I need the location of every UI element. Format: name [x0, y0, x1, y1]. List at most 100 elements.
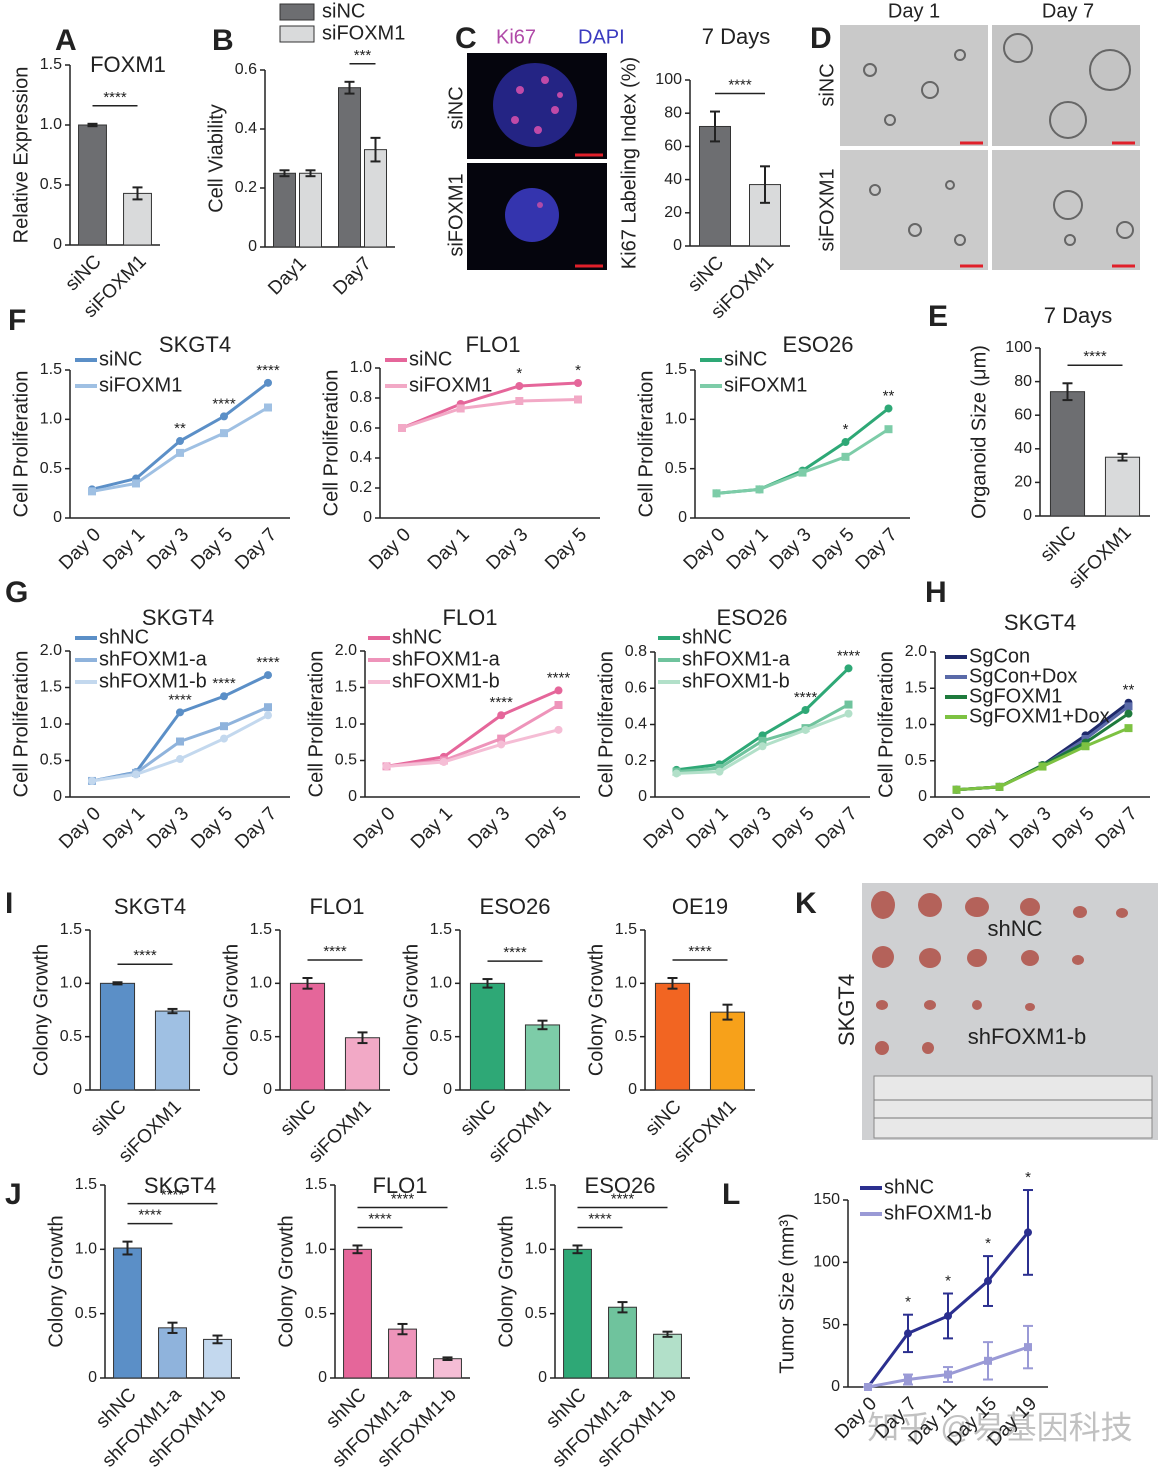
- legend-label: shFOXM1-a: [99, 648, 208, 670]
- x-tick-label: siNC: [684, 252, 728, 296]
- x-tick-label: Day 3: [1006, 803, 1056, 853]
- legend-label: siNC: [322, 0, 365, 22]
- x-tick-label: Day 5: [769, 803, 819, 853]
- x-tick-label: Day 7: [1092, 803, 1142, 853]
- y-axis-label: Cell Proliferation: [10, 371, 32, 518]
- y-tick-label: 1.0: [250, 975, 272, 992]
- sig-label: *: [985, 1235, 991, 1252]
- y-tick-label: 80: [1014, 373, 1032, 390]
- sig-label: ****: [794, 689, 818, 706]
- y-tick-label: 0.6: [625, 679, 647, 696]
- point: [264, 703, 272, 712]
- bar: [709, 1011, 746, 1091]
- y-tick-label: 60: [664, 138, 682, 155]
- point: [801, 706, 810, 714]
- legend-label: shFOXM1-b: [99, 670, 207, 692]
- y-tick-label: 1.5: [40, 361, 62, 378]
- sig-label: ****: [212, 395, 236, 412]
- y-tick-label: 1.5: [40, 56, 62, 73]
- bar: [113, 1247, 142, 1379]
- bar: [608, 1306, 637, 1379]
- x-tick-label: Day 3: [766, 524, 816, 574]
- chart-title: ESO26: [480, 894, 551, 919]
- panel-letter: J: [5, 1178, 22, 1211]
- bar: [338, 87, 361, 248]
- point: [497, 711, 506, 720]
- y-tick-label: 1.5: [905, 679, 927, 696]
- watermark: 知乎 @易基因科技: [867, 1409, 1132, 1445]
- point: [755, 485, 764, 494]
- y-axis-label: Cell Proliferation: [875, 651, 897, 798]
- y-tick-label: 0: [638, 788, 647, 805]
- bar: [158, 1327, 187, 1379]
- panel-letter: A: [55, 24, 77, 57]
- point: [844, 700, 853, 709]
- chart-title: FLO1: [372, 1173, 427, 1198]
- point: [758, 742, 767, 751]
- y-tick-label: 1.0: [75, 1241, 97, 1258]
- panel-letter: K: [795, 887, 817, 920]
- x-tick-label: Day 1: [424, 524, 474, 574]
- sig-label: *: [575, 362, 581, 379]
- y-tick-label: 0: [248, 238, 257, 255]
- series-line: [386, 728, 559, 768]
- row-label: siFOXM1: [816, 168, 838, 251]
- sig-label: *: [905, 1294, 911, 1311]
- x-tick-label: Day 3: [143, 524, 193, 574]
- sig-label: ****: [837, 647, 861, 664]
- bar: [123, 192, 152, 246]
- point: [220, 722, 228, 731]
- point: [220, 429, 228, 438]
- point: [984, 1356, 992, 1365]
- y-tick-label: 0.5: [905, 752, 927, 769]
- series-line: [386, 689, 560, 768]
- chart-title: FLO1: [309, 894, 364, 919]
- sig-label: ****: [368, 1210, 392, 1227]
- point: [264, 378, 272, 387]
- y-tick-label: 1.5: [305, 1176, 327, 1193]
- y-tick-label: 1.5: [525, 1176, 547, 1193]
- point: [88, 776, 96, 785]
- series-line: [401, 398, 579, 430]
- x-tick-label: siNC: [457, 1096, 501, 1140]
- y-tick-label: 100: [813, 1254, 840, 1271]
- x-tick-label: Day 5: [187, 803, 237, 853]
- y-tick-label: 0.6: [235, 61, 257, 78]
- legend-label: shFOXM1-a: [682, 648, 791, 670]
- x-tick-label: siNC: [277, 1096, 321, 1140]
- legend-label: SgFOXM1+Dox: [969, 705, 1110, 727]
- point: [944, 1311, 952, 1320]
- y-tick-label: 0.5: [40, 752, 62, 769]
- point: [1124, 709, 1133, 718]
- x-tick-label: Day 1: [99, 524, 149, 574]
- y-tick-label: 1.5: [40, 679, 62, 696]
- y-axis-label: Ki67 Labeling Index (%): [618, 57, 640, 269]
- stain-label: DAPI: [578, 26, 625, 48]
- y-tick-label: 150: [813, 1191, 840, 1208]
- y-tick-label: 1.0: [905, 716, 927, 733]
- bar: [1104, 456, 1141, 517]
- x-tick-label: Day 3: [464, 803, 514, 853]
- series-line: [956, 726, 1130, 792]
- bar: [273, 172, 296, 248]
- sig-label: ****: [688, 943, 712, 960]
- y-tick-label: 100: [1005, 339, 1032, 356]
- y-tick-label: 40: [1014, 440, 1032, 457]
- bar: [699, 125, 731, 247]
- y-tick-label: 0.5: [250, 1028, 272, 1045]
- series-line: [716, 427, 890, 495]
- sig-label: *: [1025, 1169, 1031, 1186]
- point: [864, 1383, 872, 1391]
- x-tick-label: Day 1: [407, 803, 457, 853]
- chart-title: FLO1: [442, 605, 497, 630]
- y-tick-label: 0: [831, 1378, 840, 1395]
- point: [884, 404, 893, 413]
- y-tick-label: 1.5: [430, 921, 452, 938]
- column-label: Day 7: [1042, 0, 1094, 22]
- legend-label: SgFOXM1: [969, 685, 1062, 707]
- point: [841, 452, 850, 461]
- point: [801, 725, 810, 734]
- x-tick-label: Day 1: [99, 803, 149, 853]
- y-tick-label: 1.5: [665, 361, 687, 378]
